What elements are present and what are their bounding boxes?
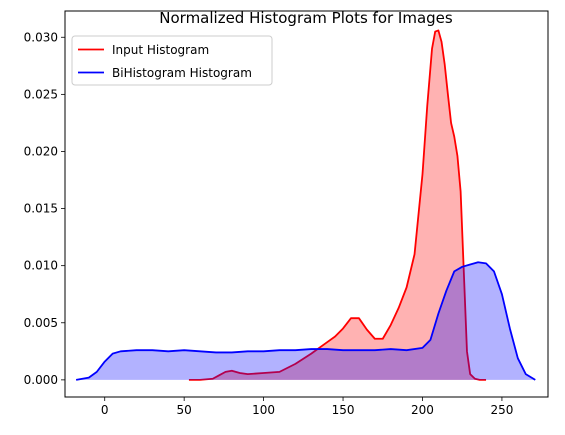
y-tick-label: 0.025 [24, 87, 58, 101]
x-tick-label: 150 [332, 403, 355, 417]
x-tick-label: 50 [177, 403, 192, 417]
series-1-area [76, 262, 536, 380]
legend-label-bihistogram: BiHistogram Histogram [112, 66, 252, 80]
y-tick-label: 0.005 [24, 316, 58, 330]
x-tick-label: 200 [411, 403, 434, 417]
x-tick-label: 100 [252, 403, 275, 417]
legend-label-input: Input Histogram [112, 43, 209, 57]
series-0-line [188, 29, 487, 381]
chart-title: Normalized Histogram Plots for Images [159, 9, 453, 27]
y-axis: 0.000 0.005 0.010 0.015 0.020 0.025 0.030 [24, 30, 65, 387]
x-tick-label: 0 [101, 403, 109, 417]
legend-box [71, 35, 273, 86]
legend: Input Histogram BiHistogram Histogram [71, 35, 273, 86]
y-tick-label: 0.010 [24, 259, 58, 273]
y-tick-label: 0.020 [24, 144, 58, 158]
y-tick-label: 0.015 [24, 202, 58, 216]
plot-frame [64, 10, 549, 398]
x-axis: 0 50 100 150 200 250 [101, 397, 513, 417]
series-1-line [75, 261, 536, 381]
y-tick-label: 0.030 [24, 30, 58, 44]
series-0-area [188, 30, 487, 380]
y-tick-label: 0.000 [24, 373, 58, 387]
x-tick-label: 250 [490, 403, 513, 417]
series-layer [75, 29, 536, 381]
